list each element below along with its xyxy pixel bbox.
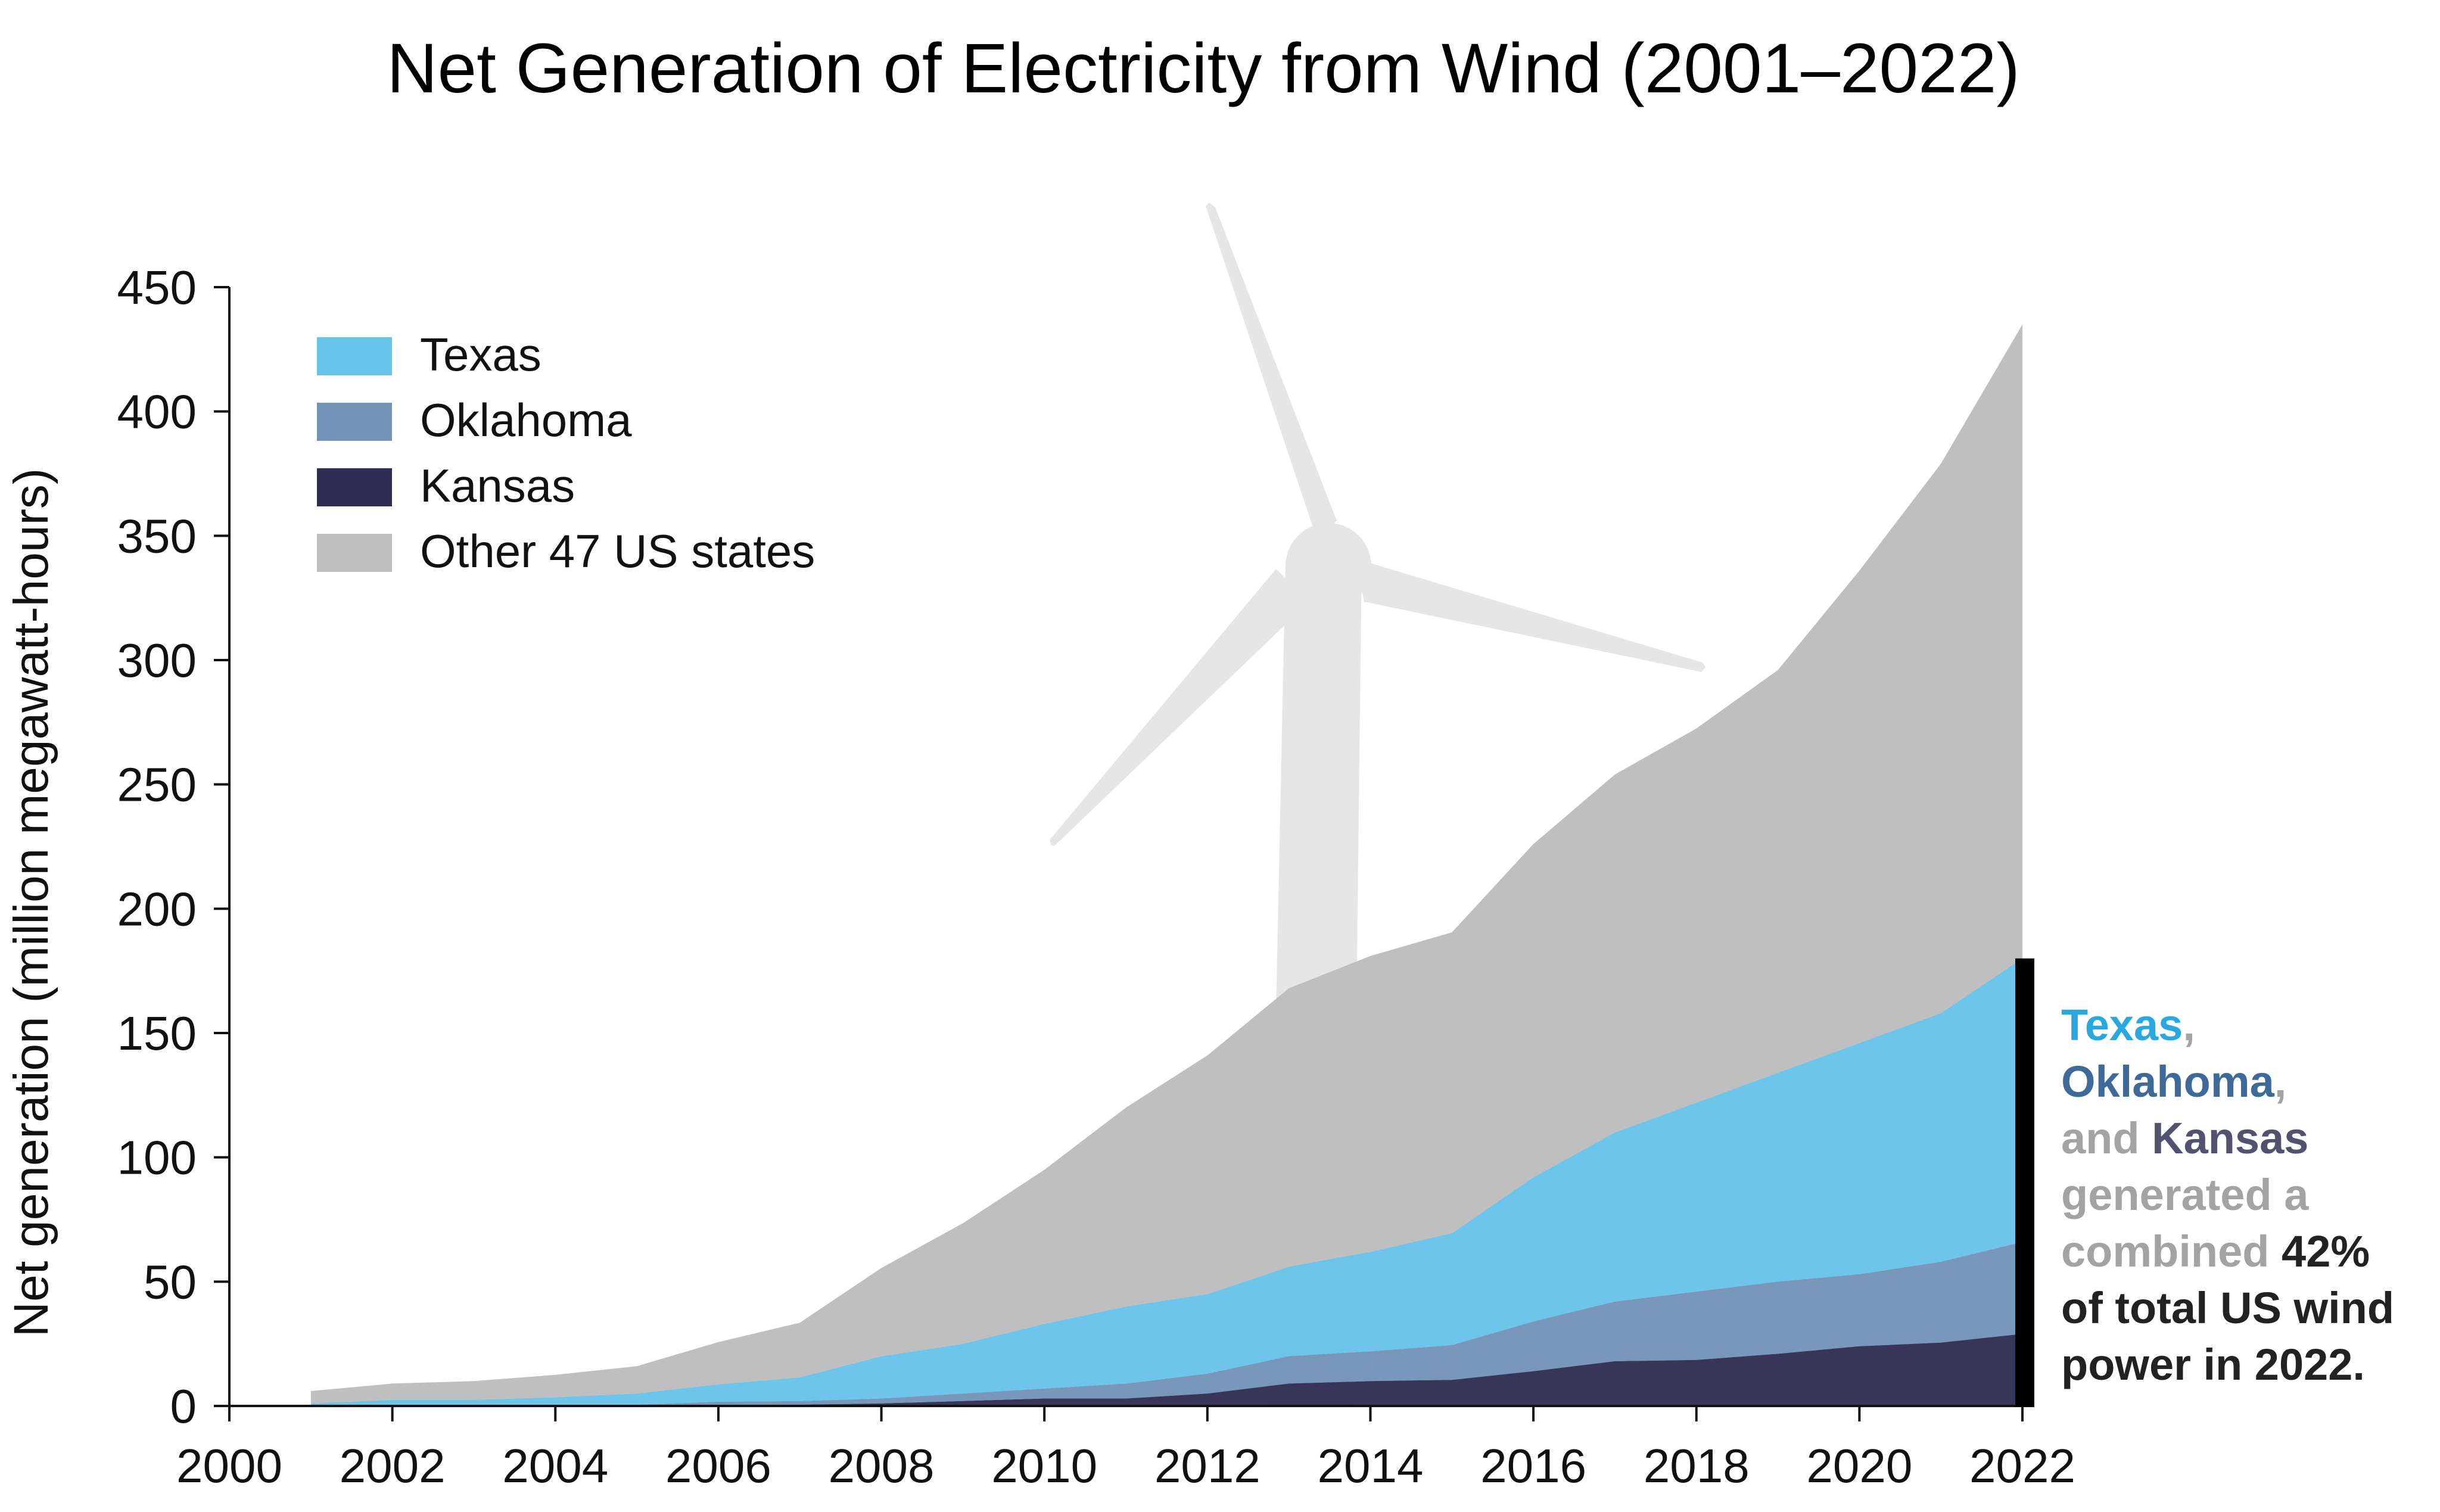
y-tick-label: 400 (117, 385, 197, 438)
y-tick-label: 250 (117, 758, 197, 811)
y-tick-label: 150 (117, 1007, 197, 1060)
annotation-text: Kansas (2152, 1113, 2308, 1163)
annotation-text: Oklahoma (2061, 1057, 2275, 1106)
x-tick-label: 2022 (1969, 1439, 2075, 1492)
x-tick-label: 2010 (991, 1439, 1097, 1492)
x-tick-label: 2020 (1806, 1439, 1912, 1492)
annotation-text: , (2183, 1000, 2195, 1050)
annotation-text: and (2061, 1113, 2152, 1163)
x-tick-label: 2012 (1154, 1439, 1261, 1492)
annotation-text: power in 2022. (2061, 1340, 2365, 1389)
chart-title: Net Generation of Electricity from Wind … (387, 29, 2019, 108)
turbine-blade-right (1356, 559, 1705, 672)
y-tick-label: 0 (170, 1380, 197, 1433)
legend-swatch-texas (317, 337, 392, 375)
annotation-line: and Kansas (2061, 1113, 2308, 1163)
legend-swatch-oklahoma (317, 403, 392, 441)
legend: Texas Oklahoma Kansas Other 47 US states (317, 328, 815, 577)
legend-swatch-kansas (317, 468, 392, 506)
area-kansas (310, 1334, 2022, 1406)
y-tick-label: 450 (117, 261, 197, 314)
turbine-blade-left (1050, 569, 1309, 846)
legend-label-oklahoma: Oklahoma (420, 394, 632, 446)
y-tick-label: 200 (117, 882, 197, 935)
annotation-line: combined 42% (2061, 1227, 2370, 1276)
legend-label-kansas: Kansas (420, 459, 575, 512)
x-tick-label: 2008 (829, 1439, 935, 1492)
annotation-bracket (2015, 958, 2034, 1407)
y-tick-label: 300 (117, 634, 197, 687)
x-tick-label: 2016 (1480, 1439, 1586, 1492)
x-tick-label: 2000 (176, 1439, 282, 1492)
area-layers (310, 324, 2022, 1406)
annotation-line: power in 2022. (2061, 1340, 2365, 1389)
y-axis-title: Net generation (million megawatt-hours) (4, 468, 58, 1337)
legend-swatch-other-47-us-states (317, 534, 392, 572)
area-other-47-us-states (310, 324, 2022, 1404)
x-tick-label: 2002 (340, 1439, 446, 1492)
annotation-text: generated a (2061, 1170, 2309, 1219)
y-tick-label: 100 (117, 1131, 197, 1184)
x-tick-label: 2004 (502, 1439, 608, 1492)
annotation-text: combined (2061, 1227, 2282, 1276)
annotation-line: Texas, (2061, 1000, 2195, 1050)
turbine-blade-up (1206, 203, 1337, 540)
legend-label-texas: Texas (420, 328, 541, 381)
annotation-text: , (2274, 1057, 2287, 1106)
x-tick-label: 2018 (1644, 1439, 1750, 1492)
annotation-text: Texas (2061, 1000, 2183, 1050)
turbine-hub (1286, 523, 1371, 609)
y-tick-label: 350 (117, 509, 197, 562)
annotation-text: of total US wind (2061, 1283, 2394, 1333)
annotation-line: generated a (2061, 1170, 2309, 1219)
x-tick-label: 2006 (665, 1439, 771, 1492)
x-tick-label: 2014 (1317, 1439, 1423, 1492)
area-texas (310, 958, 2022, 1406)
axes: 0 50 100 150 200 250 300 350 400 450 2000 2002 2004 2… (117, 261, 2075, 1492)
y-tick-label: 50 (144, 1255, 197, 1308)
annotation-line: of total US wind (2061, 1283, 2394, 1333)
area-oklahoma (310, 1242, 2022, 1406)
annotation-text: 42% (2282, 1227, 2370, 1276)
legend-label-other-47-us-states: Other 47 US states (420, 525, 815, 577)
annotation-line: Oklahoma, (2061, 1057, 2286, 1106)
